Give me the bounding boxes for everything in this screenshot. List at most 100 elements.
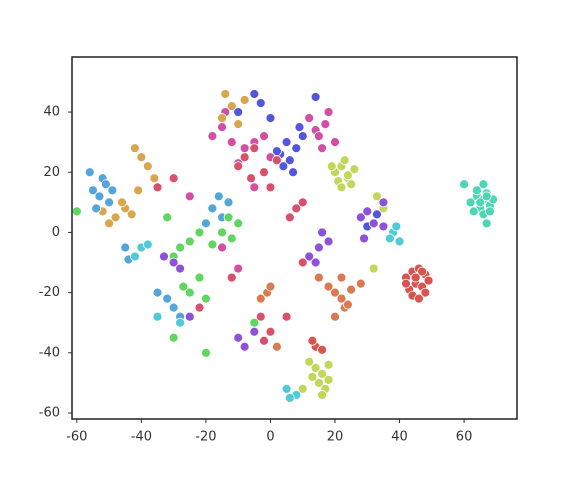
point: [297, 197, 308, 208]
point: [281, 311, 292, 322]
point: [130, 143, 140, 154]
point: [368, 263, 379, 274]
point: [265, 113, 276, 123]
point: [468, 206, 479, 217]
point: [288, 167, 298, 178]
y-tick-label: 40: [43, 105, 60, 120]
point: [346, 284, 357, 295]
point: [481, 218, 492, 229]
point: [201, 218, 211, 229]
point: [217, 113, 227, 123]
point: [239, 152, 250, 163]
point: [343, 299, 353, 310]
point: [317, 344, 327, 355]
point: [213, 191, 224, 202]
y-tick-label: -20: [39, 285, 60, 300]
point: [343, 170, 353, 181]
point: [330, 287, 340, 298]
point: [472, 185, 482, 196]
point: [168, 302, 179, 313]
point: [297, 384, 308, 394]
point: [194, 227, 205, 238]
y-tick-label: -40: [39, 345, 60, 360]
point: [313, 131, 324, 142]
x-tick-label: -20: [195, 430, 216, 445]
point: [346, 179, 357, 190]
point: [152, 287, 163, 298]
point: [110, 212, 121, 223]
point: [313, 242, 324, 253]
y-tick-label: -60: [39, 405, 60, 420]
point: [304, 356, 315, 367]
point: [168, 332, 179, 343]
point: [142, 161, 153, 172]
point: [233, 119, 244, 130]
point: [310, 92, 321, 102]
point: [326, 161, 337, 172]
point: [317, 368, 327, 379]
point: [107, 185, 118, 196]
point: [323, 374, 334, 385]
x-tick-label: 0: [266, 430, 274, 445]
point: [410, 272, 421, 283]
point: [317, 143, 327, 154]
point: [281, 137, 292, 148]
point: [233, 107, 244, 117]
point: [355, 278, 366, 289]
point: [401, 278, 411, 289]
point: [465, 197, 476, 208]
point: [84, 167, 95, 178]
point: [207, 239, 218, 250]
point: [223, 197, 234, 208]
point: [313, 272, 324, 283]
point: [304, 251, 315, 262]
point: [330, 137, 340, 148]
point: [94, 191, 105, 202]
plot-background: [72, 57, 517, 419]
point: [194, 302, 205, 313]
point: [330, 311, 340, 322]
x-tick-label: 40: [391, 430, 408, 445]
point: [313, 377, 324, 388]
point: [255, 98, 266, 108]
point: [168, 173, 179, 184]
point: [207, 131, 218, 142]
point: [297, 131, 308, 142]
x-tick-label: -60: [66, 430, 87, 445]
point: [284, 393, 295, 403]
point: [184, 287, 195, 298]
point: [233, 332, 244, 343]
point: [284, 212, 295, 223]
y-tick-label: 20: [43, 165, 60, 180]
point: [307, 335, 318, 346]
point: [175, 242, 186, 253]
point: [320, 119, 331, 130]
point: [294, 122, 305, 133]
point: [175, 317, 186, 328]
point: [310, 362, 321, 373]
point: [194, 272, 205, 283]
point: [484, 206, 495, 217]
point: [272, 341, 282, 352]
point: [307, 371, 318, 382]
point: [362, 206, 373, 217]
point: [459, 179, 469, 190]
point: [284, 155, 295, 166]
point: [259, 131, 269, 142]
point: [249, 182, 260, 193]
point: [420, 287, 431, 298]
point: [291, 143, 302, 154]
point: [323, 359, 334, 370]
point: [239, 95, 250, 105]
point: [104, 218, 115, 229]
point: [336, 272, 347, 283]
point: [323, 107, 334, 117]
point: [91, 203, 102, 214]
point: [323, 281, 334, 292]
point: [349, 164, 360, 175]
point: [339, 155, 350, 166]
point: [249, 326, 260, 337]
point: [130, 251, 140, 262]
point: [249, 89, 260, 99]
point: [220, 89, 231, 99]
